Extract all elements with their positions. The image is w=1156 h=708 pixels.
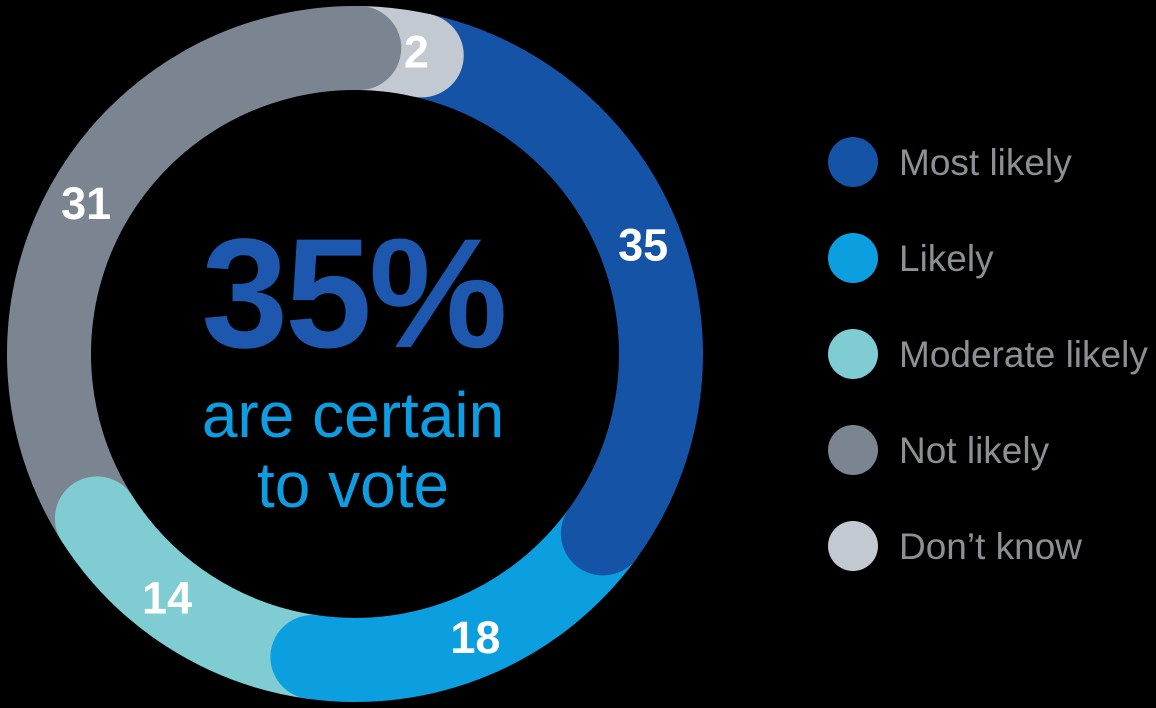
legend-dot-circle [828,521,878,571]
center-subline-1: are certain [202,379,504,451]
segment-endcap-likely [270,615,355,700]
segment-arc-likely [306,508,637,702]
legend-item-dont-know: Don’t know [828,521,1148,571]
segment-value-label-likely: 18 [450,612,500,663]
segment-endcap-not-likely [317,6,402,91]
legend-dot [828,137,878,187]
legend: Most likely Likely Moderate likely Not l… [828,137,1148,571]
legend-dot [828,521,878,571]
segment-value-label-not-likely: 31 [61,178,111,229]
legend-dot [828,425,878,475]
segment-endcap-moderate-likely [54,476,139,561]
segment-endcap-most-likely [560,491,645,576]
center-percentage-text: 35% [201,207,504,381]
center-subline-2: to vote [257,449,449,521]
legend-label: Don’t know [899,525,1083,567]
segment-value-label-most-likely: 35 [618,220,668,271]
legend-item-likely: Likely [828,233,1148,283]
legend-dot-circle [828,425,878,475]
legend-label: Likely [899,237,994,279]
legend-dot-circle [828,329,878,379]
legend-dot [828,329,878,379]
segment-value-label-moderate-likely: 14 [142,573,192,624]
segment-arc-most-likely [412,14,703,559]
segment-value-label-don-t-know: 2 [404,27,429,78]
donut-segments: 35 18 14 31 2 [7,6,703,702]
legend-item-not-likely: Not likely [828,425,1148,475]
segment-endcap-don-t-know [379,13,464,98]
donut-chart: 35 18 14 31 2 35% are certain to vote [7,6,703,702]
segment-arc-not-likely [7,6,360,541]
legend-label: Most likely [899,141,1072,183]
legend-dot-circle [828,137,878,187]
legend-dot [828,233,878,283]
legend-dot-circle [828,233,878,283]
donut-center-text: 35% are certain to vote [201,207,507,521]
legend-item-moderate-likely: Moderate likely [828,329,1148,379]
legend-item-most-likely: Most likely [828,137,1148,187]
legend-label: Not likely [899,429,1050,471]
legend-label: Moderate likely [899,333,1148,375]
